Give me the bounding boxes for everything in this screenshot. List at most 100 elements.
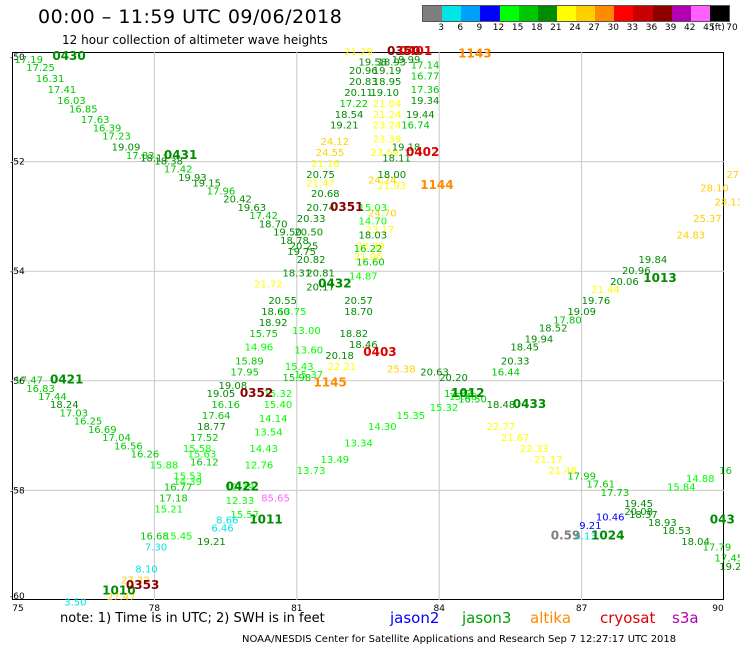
swh-value: 15.63 (188, 450, 217, 461)
legend-swatch (671, 6, 691, 21)
y-tick-label: -60 (10, 592, 25, 602)
swh-value: 17.04 (102, 433, 131, 444)
swh-value: 21.48 (548, 466, 577, 477)
swh-value: 13.00 (292, 326, 321, 337)
swh-value: 17.03 (59, 408, 88, 419)
swh-value: 21.72 (254, 280, 283, 291)
swh-value: 17.61 (586, 480, 615, 491)
legend-jason3: jason3 (462, 609, 512, 627)
swh-value: 16.16 (211, 400, 240, 411)
swh-value: 19.45 (624, 499, 653, 510)
swh-value: 17.47 (14, 376, 43, 387)
swh-value: 21.29 (344, 47, 373, 58)
swh-value: 20.96 (349, 66, 378, 77)
swh-value: 20.68 (311, 189, 340, 200)
legend-swatch (633, 6, 653, 21)
swh-value: 20.06 (610, 277, 639, 288)
swh-value: 20.50 (294, 228, 323, 239)
swh-value: 7.30 (145, 543, 167, 554)
swh-value: 15.98 (283, 373, 312, 384)
legend-label: 24 (569, 23, 581, 33)
pass-time-label: 0.59 (551, 529, 581, 543)
swh-value: 17.79 (703, 543, 732, 554)
swh-value: 22.33 (520, 444, 549, 455)
swh-value: 15.48 (449, 392, 478, 403)
pass-time-label: 0432 (318, 277, 351, 291)
swh-value: 18.24 (50, 400, 79, 411)
legend-label: 45 (703, 23, 715, 33)
pass-time-label: 1024 (591, 529, 624, 543)
swh-value: 22.77 (487, 422, 516, 433)
swh-value: 17.25 (26, 63, 55, 74)
swh-value: 12.33 (226, 496, 255, 507)
swh-value: 16.31 (36, 74, 65, 85)
pass-time-label: 1013 (643, 271, 676, 285)
swh-value: 28.13 (715, 197, 740, 208)
legend-swatch (556, 6, 576, 21)
swh-value: 15.58 (183, 444, 212, 455)
legend-swatch (480, 6, 500, 21)
swh-value: 10.46 (596, 513, 625, 524)
color-legend (422, 5, 730, 22)
swh-value: 20.74 (306, 203, 335, 214)
swh-value: 19.93 (178, 173, 207, 184)
swh-value: 13.75 (278, 307, 307, 318)
legend-swatch (576, 6, 596, 21)
swh-value: 24.12 (321, 137, 350, 148)
swh-value: 27.47 (107, 592, 136, 603)
swh-value: 16.39 (93, 123, 122, 134)
swh-value: 17.42 (249, 211, 278, 222)
swh-value: 13.73 (297, 466, 326, 477)
swh-value: 19.84 (639, 255, 668, 266)
legend-label: 15 (511, 23, 524, 33)
swh-value: 18.03 (359, 230, 388, 241)
swh-value: 19.05 (207, 389, 236, 400)
pass-time-label: 0352 (240, 386, 273, 400)
legend-label: 12 (492, 23, 505, 33)
legend-label: (ft) (711, 23, 725, 33)
swh-value: 16.68 (140, 532, 169, 543)
pass-time-label: 0350 (387, 44, 420, 58)
swh-value: 15.21 (154, 504, 183, 515)
swh-value: 15.45 (164, 532, 193, 543)
legend-label: 36 (645, 23, 658, 33)
legend-swatch (499, 6, 519, 21)
swh-value: 21.96 (354, 252, 383, 263)
swh-value: 18.95 (373, 77, 402, 88)
swh-value: 18.48 (487, 400, 516, 411)
y-tick-label: -50 (10, 53, 25, 63)
swh-value: 16.25 (74, 417, 103, 428)
legend-swatch (614, 6, 634, 21)
pass-time-label: 1145 (313, 375, 346, 389)
x-tick-label: 90 (712, 604, 724, 614)
x-tick-label: 84 (433, 604, 445, 614)
swh-value: 16.26 (131, 450, 160, 461)
legend-swatch (690, 6, 710, 21)
swh-value: 17.14 (411, 60, 440, 71)
swh-value: 18.78 (280, 236, 309, 247)
swh-value: 16.03 (57, 96, 86, 107)
pass-time-label: 0402 (406, 145, 439, 159)
swh-value: 24.55 (316, 148, 345, 159)
swh-value: 20.55 (268, 296, 297, 307)
swh-value: 3.50 (64, 597, 86, 608)
plot-frame (12, 52, 724, 600)
legend-jason2: jason2 (390, 609, 440, 627)
swh-value: 15.03 (359, 203, 388, 214)
legend-swatch (709, 6, 729, 21)
swh-value: 16.22 (354, 244, 383, 255)
swh-value: 17.19 (14, 55, 43, 66)
swh-value: 18.92 (259, 318, 288, 329)
legend-swatch (442, 6, 462, 21)
swh-value: 18.52 (539, 323, 568, 334)
swh-value: 16.69 (88, 425, 117, 436)
swh-value: 15.53 (173, 471, 202, 482)
swh-value: 18.37 (629, 510, 658, 521)
swh-value: 19.63 (237, 203, 266, 214)
legend-s3a: s3a (672, 609, 699, 627)
swh-value: 21.44 (591, 285, 620, 296)
x-tick-label: 81 (291, 604, 302, 614)
legend-label: 21 (550, 23, 562, 33)
page-subtitle: 12 hour collection of altimeter wave hei… (62, 33, 328, 47)
